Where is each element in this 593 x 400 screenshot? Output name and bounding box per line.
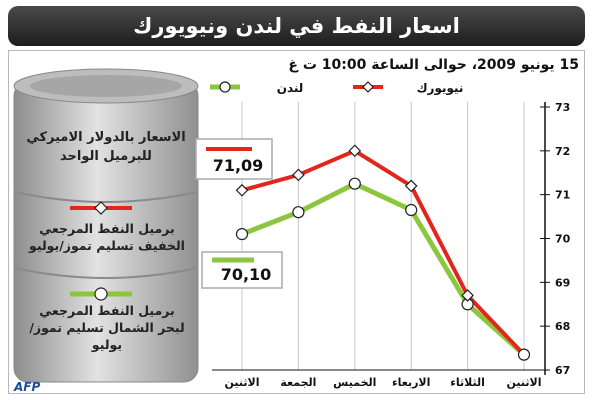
london-point — [517, 348, 531, 361]
y-tick-label: 69 — [555, 276, 570, 289]
london-point — [292, 206, 305, 219]
legend-ny-marker — [362, 81, 374, 93]
new-york-point — [235, 183, 249, 197]
y-tick-label: 70 — [555, 233, 571, 246]
new-york-line — [240, 148, 526, 357]
x-tick-label: الاثنين — [225, 376, 260, 389]
chart-frame — [8, 50, 585, 394]
london-point — [235, 228, 249, 241]
x-tick-label: الثلاثاء — [450, 376, 485, 389]
x-tick-label: الاربعاء — [392, 376, 430, 389]
legend-london-description: برميل النفط المرجعي لبحر الشمال تسليم تم… — [29, 303, 185, 352]
new-york-point — [292, 168, 305, 182]
ny-last-value: 71,09 — [213, 156, 264, 175]
title-bar: اسعار النفط في لندن ونيويورك — [8, 6, 585, 46]
ny-callout-box — [195, 138, 273, 180]
london-point — [348, 177, 361, 190]
new-york-point — [348, 144, 362, 158]
london-last-value: 70,10 — [221, 265, 272, 284]
x-tick-label: الجمعة — [280, 376, 316, 389]
y-tick-label: 71 — [555, 189, 570, 202]
legend-ny-label: نيويورك — [417, 81, 464, 96]
series — [235, 144, 531, 361]
barrel-london-marker — [94, 287, 108, 301]
x-tick-label: الاثنين — [507, 376, 542, 389]
legend-london-label: لندن — [277, 81, 304, 95]
london-point — [405, 203, 418, 217]
legend-ny-description: برميل النفط المرجعي الخفيف تسليم تموز/يو… — [29, 221, 185, 253]
y-tick-label: 68 — [555, 320, 570, 333]
oil-barrel-icon — [13, 68, 199, 383]
y-tick-label: 73 — [555, 101, 570, 114]
date-line: 15 يونيو 2009، حوالى الساعة 10:00 ت غ — [288, 57, 579, 73]
new-york-point — [461, 289, 474, 302]
legend-london-marker — [219, 81, 231, 93]
new-york-point — [404, 179, 418, 193]
legend: نيويورك لندن — [210, 81, 463, 96]
x-tick-label: الخميس — [333, 376, 376, 389]
chart-title: اسعار النفط في لندن ونيويورك — [133, 14, 460, 38]
afp-logo: AFP — [14, 380, 41, 394]
barrel-ny-marker — [94, 201, 108, 215]
y-tick-label: 67 — [555, 364, 570, 377]
unit-label: الاسعار بالدولار الاميركي للبرميل الواحد — [26, 130, 186, 164]
london-line — [239, 181, 527, 358]
y-axis: 73 72 71 70 69 68 67 — [212, 101, 571, 377]
y-tick-label: 72 — [555, 145, 570, 158]
barrel-legend — [70, 201, 132, 301]
last-value-callouts: 71,09 70,10 — [195, 138, 283, 289]
